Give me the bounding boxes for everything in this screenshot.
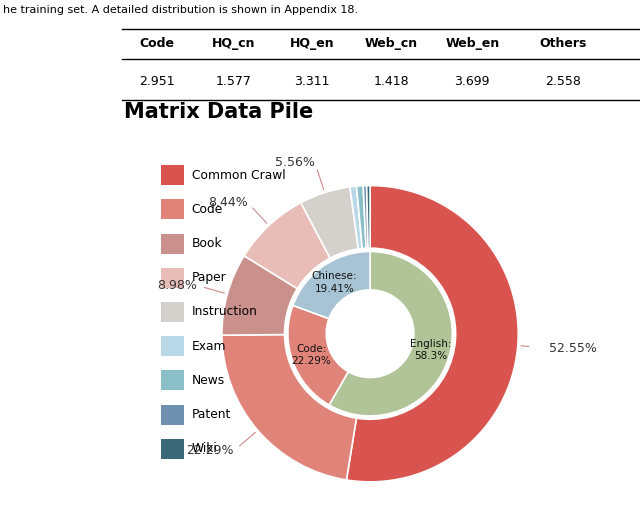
Wedge shape	[356, 186, 366, 248]
Text: Others: Others	[540, 37, 587, 50]
Text: 3.311: 3.311	[294, 75, 330, 88]
Text: 52.55%: 52.55%	[549, 342, 597, 355]
Text: Web_cn: Web_cn	[365, 37, 419, 50]
Text: 1.577: 1.577	[216, 75, 252, 88]
Text: HQ_en: HQ_en	[290, 37, 335, 50]
Text: 2.951: 2.951	[139, 75, 175, 88]
Text: 5.56%: 5.56%	[275, 156, 315, 169]
FancyBboxPatch shape	[161, 371, 184, 390]
Text: 2.558: 2.558	[545, 75, 581, 88]
FancyBboxPatch shape	[161, 439, 184, 459]
FancyBboxPatch shape	[161, 234, 184, 253]
Text: Exam: Exam	[192, 340, 227, 353]
Wedge shape	[222, 256, 298, 335]
Wedge shape	[288, 305, 348, 405]
Wedge shape	[350, 186, 362, 249]
Text: English:
58.3%: English: 58.3%	[410, 338, 451, 361]
Text: HQ_cn: HQ_cn	[212, 37, 255, 50]
Text: News: News	[192, 374, 225, 387]
Wedge shape	[222, 334, 356, 480]
FancyBboxPatch shape	[161, 268, 184, 288]
FancyBboxPatch shape	[161, 200, 184, 219]
Text: Paper: Paper	[192, 271, 227, 284]
Text: 8.98%: 8.98%	[157, 279, 197, 292]
Text: Code: Code	[140, 37, 174, 50]
Text: Code: Code	[192, 203, 223, 216]
Text: Wiki: Wiki	[192, 442, 218, 456]
Wedge shape	[363, 186, 368, 248]
Text: Chinese:
19.41%: Chinese: 19.41%	[312, 271, 357, 294]
FancyBboxPatch shape	[161, 165, 184, 185]
Text: Common Crawl: Common Crawl	[192, 168, 285, 182]
Text: Book: Book	[192, 237, 223, 250]
Text: Code:
22.29%: Code: 22.29%	[291, 344, 331, 366]
Wedge shape	[367, 186, 370, 248]
Text: 22.29%: 22.29%	[186, 444, 234, 457]
Wedge shape	[293, 251, 370, 319]
Wedge shape	[244, 203, 330, 289]
Text: Matrix Data Pile: Matrix Data Pile	[124, 102, 313, 122]
Text: 8.44%: 8.44%	[208, 196, 248, 209]
Wedge shape	[346, 186, 518, 482]
FancyBboxPatch shape	[161, 302, 184, 322]
Text: Instruction: Instruction	[192, 305, 258, 319]
Text: Web_en: Web_en	[445, 37, 499, 50]
FancyBboxPatch shape	[161, 405, 184, 425]
FancyBboxPatch shape	[161, 336, 184, 356]
Text: he training set. A detailed distribution is shown in Appendix 18.: he training set. A detailed distribution…	[3, 5, 358, 15]
Text: 3.699: 3.699	[454, 75, 490, 88]
Text: 1.418: 1.418	[374, 75, 410, 88]
Wedge shape	[301, 187, 358, 258]
Text: Patent: Patent	[192, 408, 231, 421]
Wedge shape	[329, 251, 452, 416]
